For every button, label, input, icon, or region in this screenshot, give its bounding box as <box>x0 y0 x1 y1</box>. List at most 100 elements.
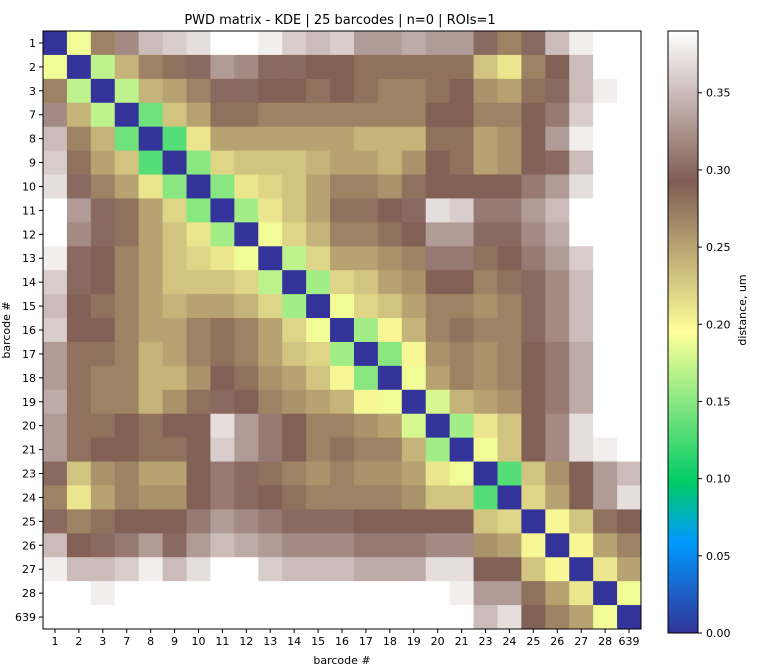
heatmap-cell <box>282 102 307 128</box>
heatmap-cell <box>545 581 570 606</box>
heatmap-cell <box>521 557 546 582</box>
y-tick-label: 10 <box>22 180 36 193</box>
heatmap-cell <box>569 270 594 295</box>
heatmap-cell <box>449 270 474 295</box>
heatmap-cell <box>425 581 451 606</box>
heatmap-cell <box>258 318 283 343</box>
heatmap-cell <box>377 246 403 271</box>
heatmap-cell <box>593 270 618 295</box>
heatmap-cell <box>473 102 498 128</box>
heatmap-cell <box>521 54 546 80</box>
heatmap-cell <box>43 413 68 439</box>
heatmap-cell <box>425 78 451 104</box>
heatmap-cell <box>521 126 546 151</box>
heatmap-cell <box>138 294 163 319</box>
y-tick-label: 3 <box>29 85 36 98</box>
heatmap-cell <box>162 461 187 486</box>
heatmap-cell <box>306 102 331 128</box>
heatmap-cell <box>114 461 140 486</box>
heatmap-cell <box>114 198 140 223</box>
heatmap-cell <box>162 294 187 319</box>
heatmap-cell <box>569 318 594 343</box>
heatmap-cell <box>593 605 618 630</box>
heatmap-cell <box>545 389 570 415</box>
y-tick-label: 12 <box>22 228 36 241</box>
heatmap-cell <box>377 365 403 391</box>
y-tick-label: 17 <box>22 348 36 361</box>
heatmap-cell <box>43 318 68 343</box>
heatmap-cell <box>401 605 427 630</box>
heatmap-cell <box>593 318 618 343</box>
heatmap-cell <box>377 294 403 319</box>
heatmap-cell <box>449 341 474 367</box>
heatmap-cell <box>449 413 474 439</box>
heatmap-cell <box>114 437 140 462</box>
heatmap-cell <box>425 198 451 223</box>
heatmap-cell <box>353 485 379 510</box>
heatmap-cell <box>449 102 474 128</box>
heatmap-cell <box>425 150 451 175</box>
heatmap-cell <box>377 605 403 630</box>
heatmap-cell <box>210 557 235 582</box>
heatmap-cell <box>138 198 163 223</box>
heatmap-cell <box>569 389 594 415</box>
heatmap-cell <box>401 413 427 439</box>
heatmap-cell <box>210 198 235 223</box>
y-axis-label: barcode # <box>0 301 13 358</box>
heatmap-cell <box>353 54 379 80</box>
heatmap-cell <box>234 102 259 128</box>
heatmap-cell <box>43 294 68 319</box>
heatmap-cell <box>210 509 235 534</box>
heatmap-cell <box>521 31 546 56</box>
heatmap-cell <box>593 78 618 104</box>
heatmap-cell <box>377 54 403 80</box>
heatmap-cell <box>353 102 379 128</box>
heatmap-cell <box>425 557 451 582</box>
heatmap-cell <box>306 150 331 175</box>
x-tick-label: 12 <box>239 635 253 648</box>
heatmap-cell <box>114 54 140 80</box>
heatmap-cell <box>234 294 259 319</box>
heatmap-cell <box>353 509 379 534</box>
heatmap-cell <box>569 126 594 151</box>
heatmap-cell <box>449 318 474 343</box>
heatmap-cell <box>282 126 307 151</box>
heatmap-cell <box>521 533 546 558</box>
heatmap-cell <box>210 31 235 56</box>
heatmap-cell <box>234 437 259 462</box>
heatmap-cell <box>449 54 474 80</box>
heatmap-cell <box>449 126 474 151</box>
heatmap-cell <box>353 605 379 630</box>
y-axis-ticks: 1237891011121314151617181920212324252627… <box>15 37 43 624</box>
colorbar <box>667 30 699 634</box>
heatmap-cell <box>114 102 140 128</box>
x-tick-label: 10 <box>191 635 205 648</box>
heatmap-cell <box>258 126 283 151</box>
x-tick-label: 639 <box>619 635 640 648</box>
heatmap-cell <box>497 557 522 582</box>
heatmap-cell <box>138 557 163 582</box>
heatmap-cell <box>545 294 570 319</box>
y-tick-label: 20 <box>22 420 36 433</box>
y-tick-label: 19 <box>22 396 36 409</box>
heatmap-cell <box>138 126 163 151</box>
heatmap-cell <box>90 102 116 128</box>
heatmap-cell <box>497 485 522 510</box>
heatmap-cell <box>234 31 259 56</box>
heatmap-cell <box>449 557 474 582</box>
heatmap-cell <box>401 126 427 151</box>
heatmap-cell <box>473 341 498 367</box>
heatmap-cell <box>186 126 211 151</box>
heatmap-cell <box>90 605 116 630</box>
x-tick-label: 27 <box>574 635 588 648</box>
heatmap-cell <box>258 270 283 295</box>
heatmap-cell <box>234 365 259 391</box>
heatmap-cell <box>521 294 546 319</box>
heatmap-cell <box>258 150 283 175</box>
heatmap-cell <box>473 174 498 199</box>
heatmap-cell <box>43 54 68 80</box>
heatmap-cell <box>66 437 92 462</box>
heatmap-cell <box>210 54 235 80</box>
x-tick-label: 9 <box>171 635 178 648</box>
heatmap-cell <box>497 222 522 247</box>
